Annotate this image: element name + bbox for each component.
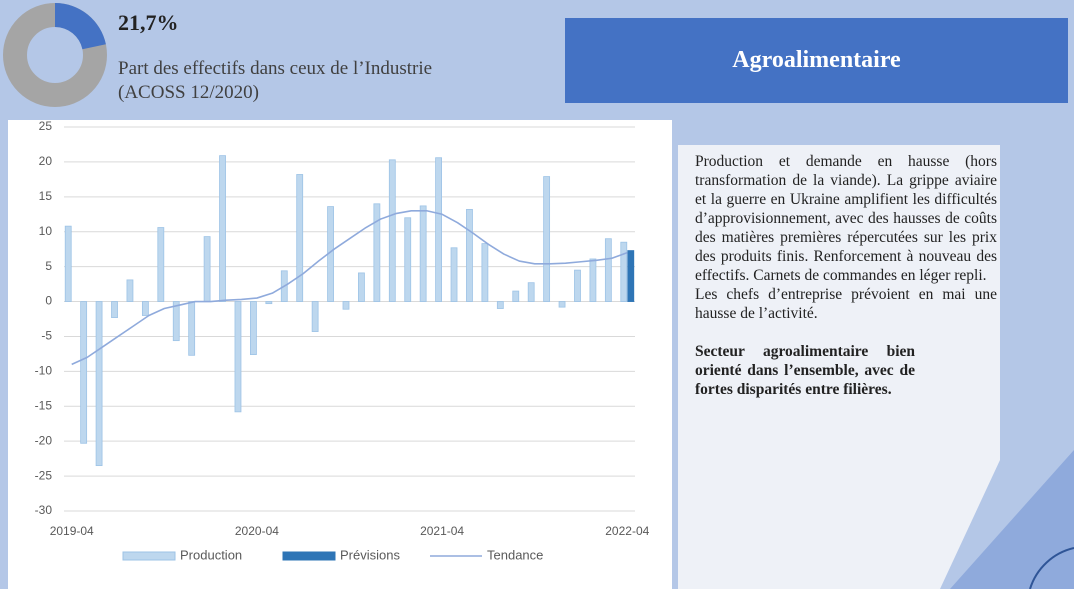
x-tick-label: 2020-04 <box>235 524 279 538</box>
sector-banner <box>565 18 1068 103</box>
bar <box>604 238 612 302</box>
decor-arc <box>1029 547 1074 589</box>
share-caption: Part des effectifs dans ceux de l’Indust… <box>118 58 433 79</box>
bar <box>404 217 412 302</box>
chart-area <box>8 120 672 589</box>
bar <box>627 250 635 302</box>
x-tick-label: 2019-04 <box>50 524 94 538</box>
bar <box>80 301 88 444</box>
bar <box>419 205 427 302</box>
sector-title: Agroalimentaire <box>732 47 901 73</box>
trend-line <box>71 209 628 366</box>
bar <box>342 301 350 310</box>
bar <box>481 243 489 302</box>
bar <box>388 159 396 302</box>
bar <box>358 272 365 302</box>
y-tick-label: 10 <box>39 224 53 238</box>
share-source: (ACOSS 12/2020) <box>118 82 259 103</box>
bar <box>296 174 304 302</box>
x-tick-label: 2021-04 <box>420 524 464 538</box>
bar <box>111 301 118 319</box>
y-tick-label: 25 <box>39 119 53 133</box>
bar <box>558 301 566 308</box>
bar <box>157 227 165 302</box>
legend-swatch <box>282 551 336 561</box>
bar <box>141 301 149 316</box>
conclusion: Secteur agroalimentaire bien orienté dan… <box>695 343 915 398</box>
bar <box>234 301 242 413</box>
bar <box>188 301 196 356</box>
y-tick-label: 0 <box>45 294 52 308</box>
bar <box>64 225 72 302</box>
bar <box>620 241 628 302</box>
bar <box>496 301 504 309</box>
bar <box>172 301 180 342</box>
bar <box>589 258 597 302</box>
legend-label: Prévisions <box>340 547 400 562</box>
y-tick-label: -20 <box>35 433 53 447</box>
bar <box>466 208 473 302</box>
bar <box>574 269 581 302</box>
bar <box>95 301 103 467</box>
bar <box>250 301 257 356</box>
bar <box>311 301 319 332</box>
x-tick-label: 2022-04 <box>605 524 649 538</box>
y-tick-label: 5 <box>45 259 52 273</box>
bar <box>265 301 273 305</box>
y-tick-label: -5 <box>41 329 52 343</box>
legend-swatch <box>122 551 176 561</box>
bar <box>543 176 551 302</box>
share-value: 21,7% <box>118 10 179 35</box>
paragraph: Production et demande en hausse (hors tr… <box>695 153 997 284</box>
y-tick-label: -15 <box>35 398 53 412</box>
y-tick-label: -30 <box>35 503 53 517</box>
legend-label: Production <box>180 547 242 562</box>
text-panel <box>678 145 1000 589</box>
bar <box>219 155 226 302</box>
bar <box>512 290 520 302</box>
commentary: Production et demande en hausse (hors tr… <box>695 152 997 399</box>
y-tick-label: 15 <box>39 189 53 203</box>
decor-band <box>950 450 1074 589</box>
y-tick-label: -10 <box>35 364 53 378</box>
bar <box>435 157 442 302</box>
bar <box>450 247 458 302</box>
donut <box>3 3 107 107</box>
chart: -30 -25 -20 -15 -10 -5 0 5 10 15 20 25 2019-04 2020-0… <box>35 119 650 562</box>
donut-segment <box>55 3 106 50</box>
bar <box>373 203 381 302</box>
bar <box>203 236 211 302</box>
y-tick-label: 20 <box>39 154 53 168</box>
y-tick-label: -25 <box>35 468 53 482</box>
bar <box>527 282 535 302</box>
legend-label: Tendance <box>487 547 543 562</box>
paragraph: Les chefs d’entreprise prévoient en mai … <box>695 286 997 322</box>
bar <box>126 279 134 302</box>
